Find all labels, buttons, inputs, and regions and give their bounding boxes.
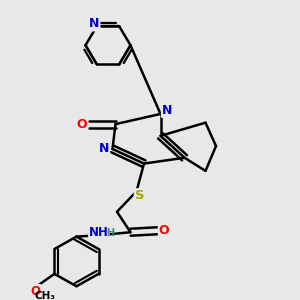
Text: N: N (89, 17, 100, 31)
Text: N: N (99, 142, 109, 155)
Text: N: N (162, 104, 172, 117)
Text: H: H (106, 228, 114, 238)
Text: CH₃: CH₃ (35, 291, 56, 300)
Text: O: O (76, 118, 87, 130)
Text: O: O (31, 285, 40, 298)
Text: NH: NH (89, 226, 109, 239)
Text: S: S (135, 189, 144, 202)
Text: O: O (159, 224, 170, 237)
